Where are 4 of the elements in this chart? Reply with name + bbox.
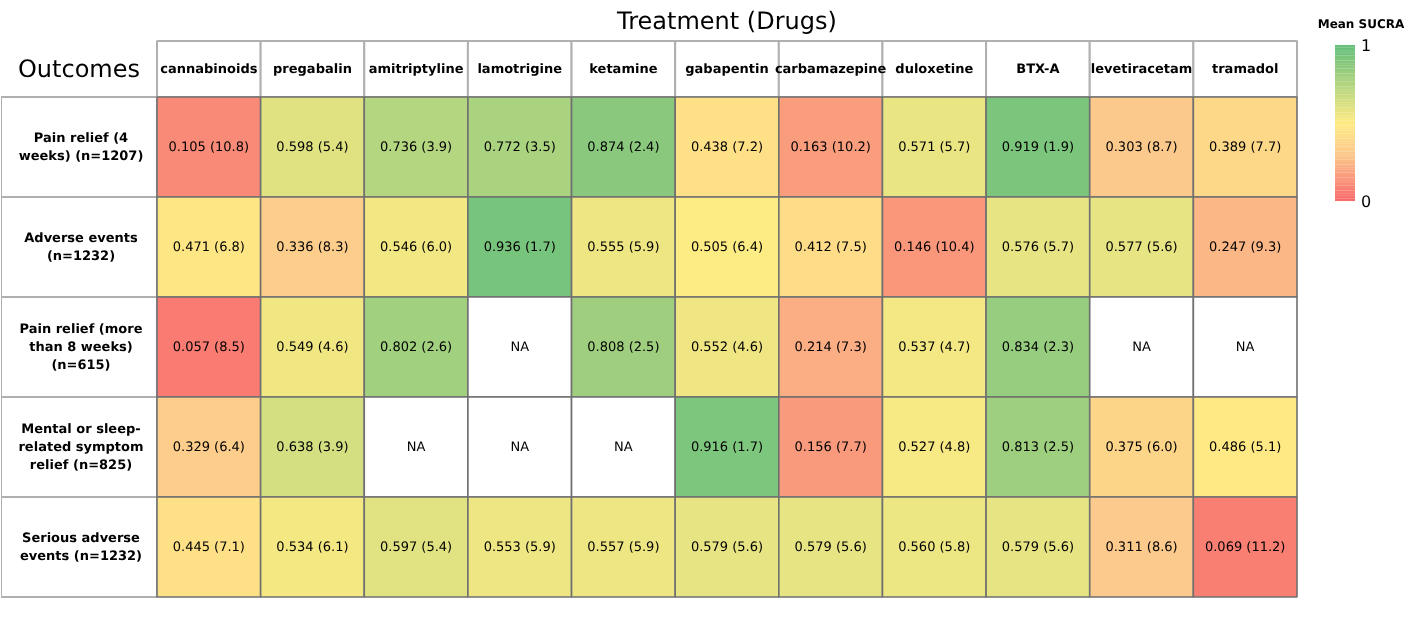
y-axis-title: Outcomes: [17, 55, 141, 83]
color-bar-label: 0: [1361, 193, 1372, 211]
color-bar-label: 1: [1361, 37, 1372, 55]
x-axis-title: Treatment (Drugs): [615, 7, 837, 35]
